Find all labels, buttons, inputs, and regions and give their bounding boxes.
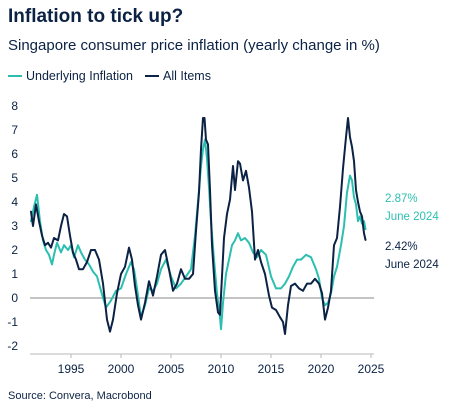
annotation-value: 2.42% [385, 241, 418, 253]
legend-swatch-underlying [8, 75, 22, 77]
x-tick-label: 2020 [308, 362, 335, 376]
y-tick-label: 6 [11, 147, 18, 161]
x-tick-label: 1995 [58, 362, 85, 376]
y-tick-label: -2 [7, 339, 18, 353]
legend: Underlying Inflation All Items [8, 69, 223, 83]
series-line-all-items [30, 117, 367, 335]
legend-label-underlying: Underlying Inflation [26, 69, 134, 83]
y-tick-label: 2 [11, 243, 18, 257]
series-line-underlying-inflation [30, 138, 367, 331]
legend-swatch-all-items [145, 75, 160, 77]
x-tick-label: 2025 [358, 362, 385, 376]
legend-item-underlying: Underlying Inflation [8, 69, 133, 83]
legend-label-all-items: All Items [163, 69, 211, 83]
y-tick-label: 3 [11, 219, 18, 233]
annotation-date: June 2024 [385, 259, 439, 271]
y-tick-label: 0 [11, 291, 18, 305]
y-tick-label: 5 [11, 171, 18, 185]
y-tick-label: 8 [11, 99, 18, 113]
chart-title: Inflation to tick up? [8, 6, 184, 27]
x-tick-label: 2010 [208, 362, 235, 376]
x-tick-label: 2015 [258, 362, 285, 376]
y-tick-label: 4 [11, 195, 18, 209]
legend-item-all-items: All Items [145, 69, 211, 83]
chart-subtitle: Singapore consumer price inflation (year… [8, 37, 380, 54]
x-tick-label: 2005 [158, 362, 185, 376]
annotation-date: June 2024 [385, 211, 439, 223]
source-note: Source: Convera, Macrobond [8, 390, 152, 402]
y-tick-label: 1 [11, 267, 18, 281]
y-tick-label: 7 [11, 123, 18, 137]
x-tick-label: 2000 [108, 362, 135, 376]
annotation-value: 2.87% [385, 193, 418, 205]
y-tick-label: -1 [7, 315, 18, 329]
